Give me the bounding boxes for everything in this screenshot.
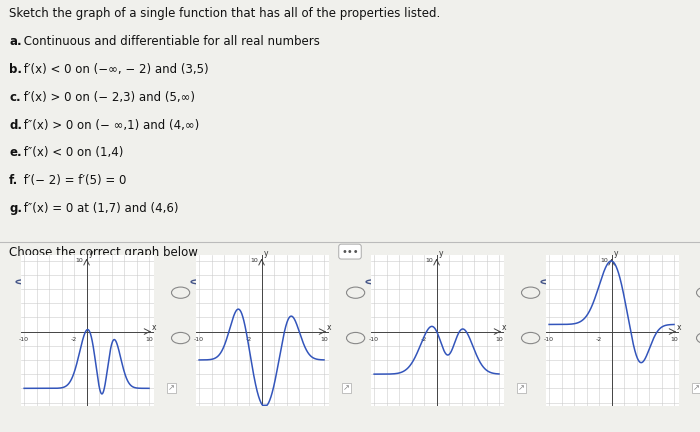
Text: f″(x) = 0 at (1,7) and (4,6): f″(x) = 0 at (1,7) and (4,6) xyxy=(20,202,179,215)
Text: y: y xyxy=(263,249,268,258)
Text: •••: ••• xyxy=(341,247,359,257)
Text: 10: 10 xyxy=(601,258,608,263)
Text: 10: 10 xyxy=(670,337,678,342)
Text: x: x xyxy=(152,324,157,333)
Text: ↗: ↗ xyxy=(168,384,175,392)
Text: b.: b. xyxy=(9,63,22,76)
Text: y: y xyxy=(613,249,618,258)
Text: f′(− 2) = f′(5) = 0: f′(− 2) = f′(5) = 0 xyxy=(20,174,127,187)
Text: e.: e. xyxy=(9,146,22,159)
Text: c.: c. xyxy=(9,91,21,104)
Text: y: y xyxy=(438,249,443,258)
Text: g.: g. xyxy=(9,202,22,215)
Text: d.: d. xyxy=(9,118,22,131)
Text: f″(x) < 0 on (1,4): f″(x) < 0 on (1,4) xyxy=(20,146,124,159)
Text: f″(x) > 0 on (− ∞,1) and (4,∞): f″(x) > 0 on (− ∞,1) and (4,∞) xyxy=(20,118,199,131)
Text: y: y xyxy=(88,249,93,258)
Text: a.: a. xyxy=(9,35,22,48)
Text: ↗: ↗ xyxy=(343,384,350,392)
Text: f.: f. xyxy=(9,174,18,187)
Text: -2: -2 xyxy=(596,337,602,342)
Text: x: x xyxy=(677,324,682,333)
Text: Sketch the graph of a single function that has all of the properties listed.: Sketch the graph of a single function th… xyxy=(9,7,440,20)
Text: ↗: ↗ xyxy=(693,384,700,392)
Text: -2: -2 xyxy=(246,337,252,342)
Text: 10: 10 xyxy=(495,337,503,342)
Text: 10: 10 xyxy=(145,337,153,342)
Text: D.: D. xyxy=(564,274,578,287)
Text: f′(x) < 0 on (−∞, − 2) and (3,5): f′(x) < 0 on (−∞, − 2) and (3,5) xyxy=(20,63,209,76)
Text: C.: C. xyxy=(389,274,402,287)
Text: 10: 10 xyxy=(426,258,433,263)
Text: B.: B. xyxy=(214,274,227,287)
Text: 10: 10 xyxy=(76,258,83,263)
Text: ↗: ↗ xyxy=(518,384,525,392)
Text: x: x xyxy=(327,324,332,333)
Text: 10: 10 xyxy=(251,258,258,263)
Text: -10: -10 xyxy=(19,337,29,342)
Text: -10: -10 xyxy=(194,337,204,342)
Text: -10: -10 xyxy=(369,337,379,342)
Text: -2: -2 xyxy=(421,337,427,342)
Text: Continuous and differentiable for all real numbers: Continuous and differentiable for all re… xyxy=(20,35,320,48)
Text: A.: A. xyxy=(38,274,52,287)
Text: 10: 10 xyxy=(320,337,328,342)
Text: Choose the correct graph below.: Choose the correct graph below. xyxy=(9,246,201,259)
Text: f′(x) > 0 on (− 2,3) and (5,∞): f′(x) > 0 on (− 2,3) and (5,∞) xyxy=(20,91,195,104)
Text: -2: -2 xyxy=(71,337,77,342)
Text: -10: -10 xyxy=(544,337,554,342)
Text: x: x xyxy=(502,324,507,333)
